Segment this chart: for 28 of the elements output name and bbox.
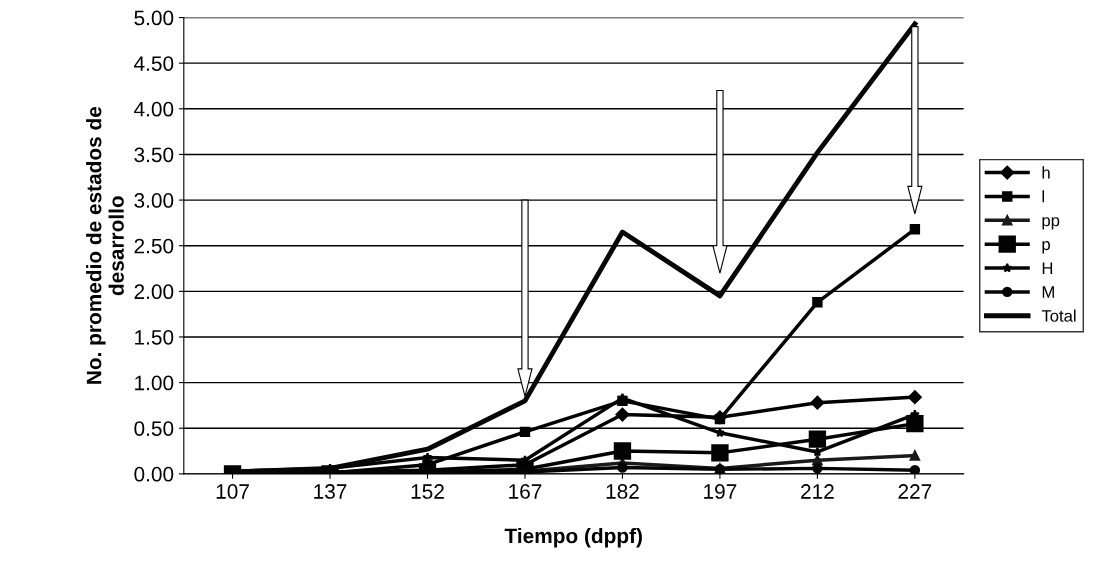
legend-label: H — [1042, 262, 1053, 274]
y-tick-label: 4.00 — [134, 101, 174, 117]
y-tick-label: 1.50 — [135, 329, 174, 345]
x-tick-label: 197 — [704, 484, 737, 499]
x-tick-label: 152 — [411, 484, 444, 499]
x-tick-label: 212 — [801, 484, 834, 499]
y-tick-label: 5.00 — [134, 10, 174, 26]
x-tick-label: 107 — [216, 484, 249, 499]
y-tick-label: 0.50 — [134, 421, 174, 436]
x-tick-label: 167 — [509, 484, 542, 499]
x-tick-label: 182 — [606, 484, 639, 499]
y-tick-label: 2.50 — [134, 238, 174, 254]
y-tick-label: 4.50 — [134, 56, 174, 71]
legend-label: Total — [1041, 309, 1076, 322]
y-tick-label: 1.00 — [135, 375, 174, 391]
y-axis-title: No. promedio de estados de desarrollo — [86, 106, 124, 384]
x-tick-label: 137 — [314, 484, 347, 499]
y-tick-label: 2.00 — [134, 284, 174, 300]
y-tick-label: 3.50 — [134, 147, 174, 163]
x-tick-label: 227 — [898, 484, 932, 499]
legend-label: p — [1042, 241, 1050, 254]
legend-label: M — [1042, 286, 1054, 298]
legend-label: l — [1042, 190, 1044, 203]
legend-label: pp — [1042, 217, 1060, 230]
y-tick-label: 3.00 — [134, 193, 174, 208]
x-axis-title: Tiempo (dppf) — [504, 527, 642, 548]
legend-label: h — [1042, 166, 1050, 179]
y-tick-label: 0.00 — [134, 466, 174, 482]
